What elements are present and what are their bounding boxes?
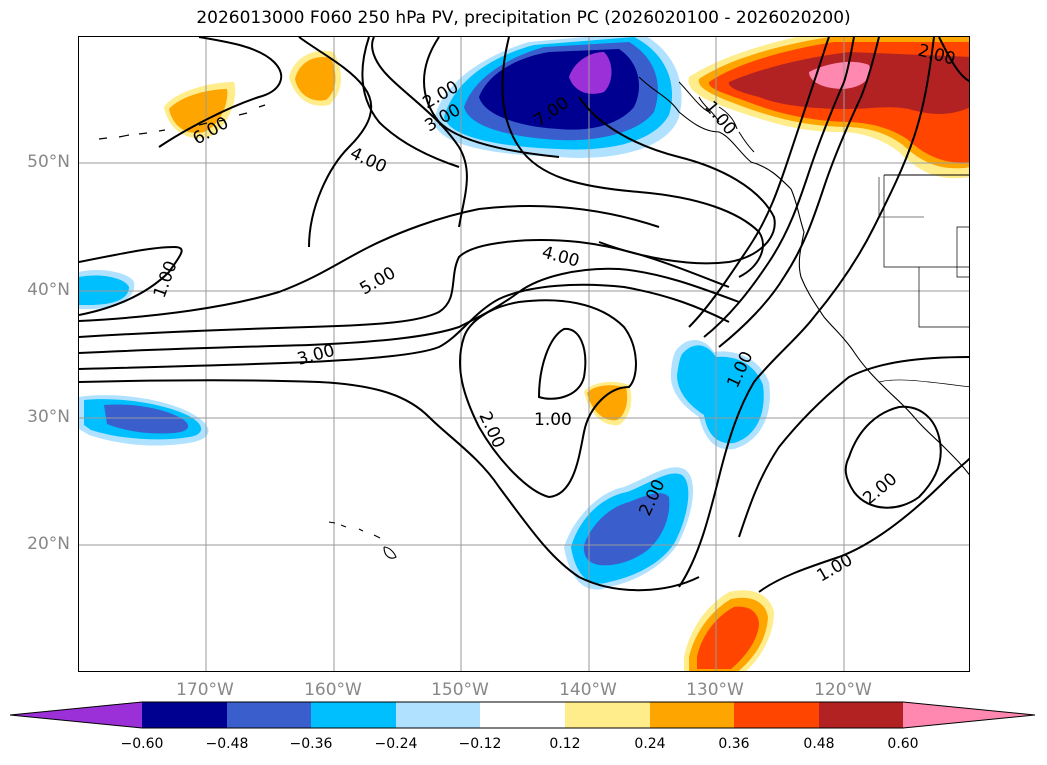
- colorbar-segment: [227, 702, 311, 728]
- pv-contour: [678, 37, 935, 588]
- pv-contour: [537, 327, 587, 400]
- pv-contour: [158, 37, 283, 148]
- precip-field: [677, 345, 764, 444]
- precip-field: [697, 606, 759, 669]
- pv-contour: [738, 356, 969, 538]
- contour-label: 2.00: [474, 409, 508, 452]
- contour-label: 1.00: [814, 550, 857, 586]
- colorbar-tick-label: 0.60: [887, 736, 919, 752]
- precip-field: [104, 404, 189, 434]
- precip-positive-fields: [164, 37, 969, 671]
- colorbar-segment: [142, 702, 227, 728]
- colorbar-segment: [903, 702, 1035, 728]
- colorbar-segment: [480, 702, 565, 728]
- precip-field: [583, 493, 670, 566]
- lon-label-130w: 130°W: [686, 680, 744, 700]
- precip-field: [169, 89, 228, 133]
- lat-label-20n: 20°N: [27, 534, 70, 554]
- pv-contour: [458, 299, 637, 499]
- pv-contour: [718, 37, 880, 348]
- colorbar-tick-label: 0.48: [803, 736, 835, 752]
- lon-label-170w: 170°W: [176, 680, 234, 700]
- contour-label: 1.00: [534, 410, 572, 430]
- pv-contours: [79, 37, 969, 593]
- colorbar-segment: [311, 702, 396, 728]
- pv-contour: [371, 37, 468, 228]
- lon-label-160w: 160°W: [304, 680, 362, 700]
- lon-label-140w: 140°W: [559, 680, 617, 700]
- contour-label: 1.00: [150, 258, 182, 300]
- colorbar: [10, 701, 1036, 729]
- precip-field: [295, 56, 336, 101]
- colorbar-segment: [650, 702, 734, 728]
- map-title: 2026013000 F060 250 hPa PV, precipitatio…: [196, 8, 851, 28]
- pv-contour: [938, 37, 969, 83]
- contour-label: 4.00: [540, 243, 582, 272]
- colorbar-tick-label: −0.60: [120, 736, 164, 752]
- pv-contour: [79, 379, 700, 592]
- precip-field: [809, 61, 871, 89]
- colorbar-segment: [396, 702, 480, 728]
- pv-contour: [758, 457, 969, 593]
- hawaiian-islands: [328, 521, 397, 559]
- pv-contour: [578, 96, 776, 265]
- colorbar-tick-label: −0.24: [374, 736, 418, 752]
- colorbar-segment: [819, 702, 903, 728]
- contour-label: 4.00: [347, 143, 390, 177]
- colorbar-segment: [10, 702, 142, 728]
- colorbar-tick-label: 0.36: [718, 736, 750, 752]
- map-canvas: 6.00 2.00 3.00 4.00 7.00 5.00 4.00 1.00 …: [79, 37, 969, 671]
- pv-contour: [688, 37, 830, 328]
- precip-field: [79, 275, 129, 305]
- lat-label-50n: 50°N: [27, 152, 70, 172]
- pv-contour: [298, 37, 373, 248]
- lat-label-30n: 30°N: [27, 407, 70, 427]
- colorbar-tick-label: 0.12: [549, 736, 581, 752]
- colorbar-outline: [10, 701, 1036, 729]
- map-panel: 6.00 2.00 3.00 4.00 7.00 5.00 4.00 1.00 …: [78, 36, 970, 672]
- lat-label-40n: 40°N: [27, 280, 70, 300]
- border-line: [878, 379, 969, 388]
- colorbar-tick-label: −0.48: [205, 736, 249, 752]
- pv-contour: [361, 37, 460, 168]
- pv-contour: [844, 405, 942, 509]
- lon-label-120w: 120°W: [814, 680, 872, 700]
- precip-negative-fields: [79, 37, 770, 590]
- pv-contour: [423, 37, 560, 158]
- pv-contour: [79, 267, 740, 354]
- colorbar-tick-label: −0.36: [289, 736, 333, 752]
- precip-field: [587, 385, 628, 421]
- border-line: [956, 226, 969, 278]
- pv-contour: [703, 37, 855, 338]
- pv-contour: [79, 239, 730, 338]
- pv-contour: [79, 205, 660, 322]
- coastline: [638, 76, 969, 476]
- contour-label: 5.00: [357, 263, 400, 299]
- colorbar-segment: [734, 702, 819, 728]
- colorbar-tick-label: 0.24: [634, 736, 666, 752]
- colorbar-segment: [565, 702, 650, 728]
- aleutian-islands: [98, 104, 266, 140]
- pv-contour: [79, 283, 730, 370]
- colorbar-tick-label: −0.12: [458, 736, 502, 752]
- border-line: [918, 267, 969, 328]
- precip-field: [569, 52, 612, 94]
- pv-contour: [501, 37, 764, 278]
- coastline: [678, 81, 755, 153]
- border-line: [878, 177, 924, 218]
- lon-label-150w: 150°W: [431, 680, 489, 700]
- coastlines: [98, 76, 969, 559]
- pv-contour: [79, 245, 183, 316]
